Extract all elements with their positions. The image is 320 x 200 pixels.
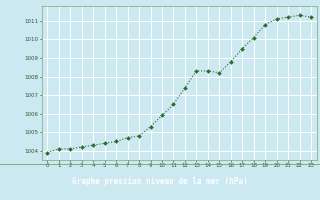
Text: Graphe pression niveau de la mer (hPa): Graphe pression niveau de la mer (hPa)	[72, 177, 248, 186]
